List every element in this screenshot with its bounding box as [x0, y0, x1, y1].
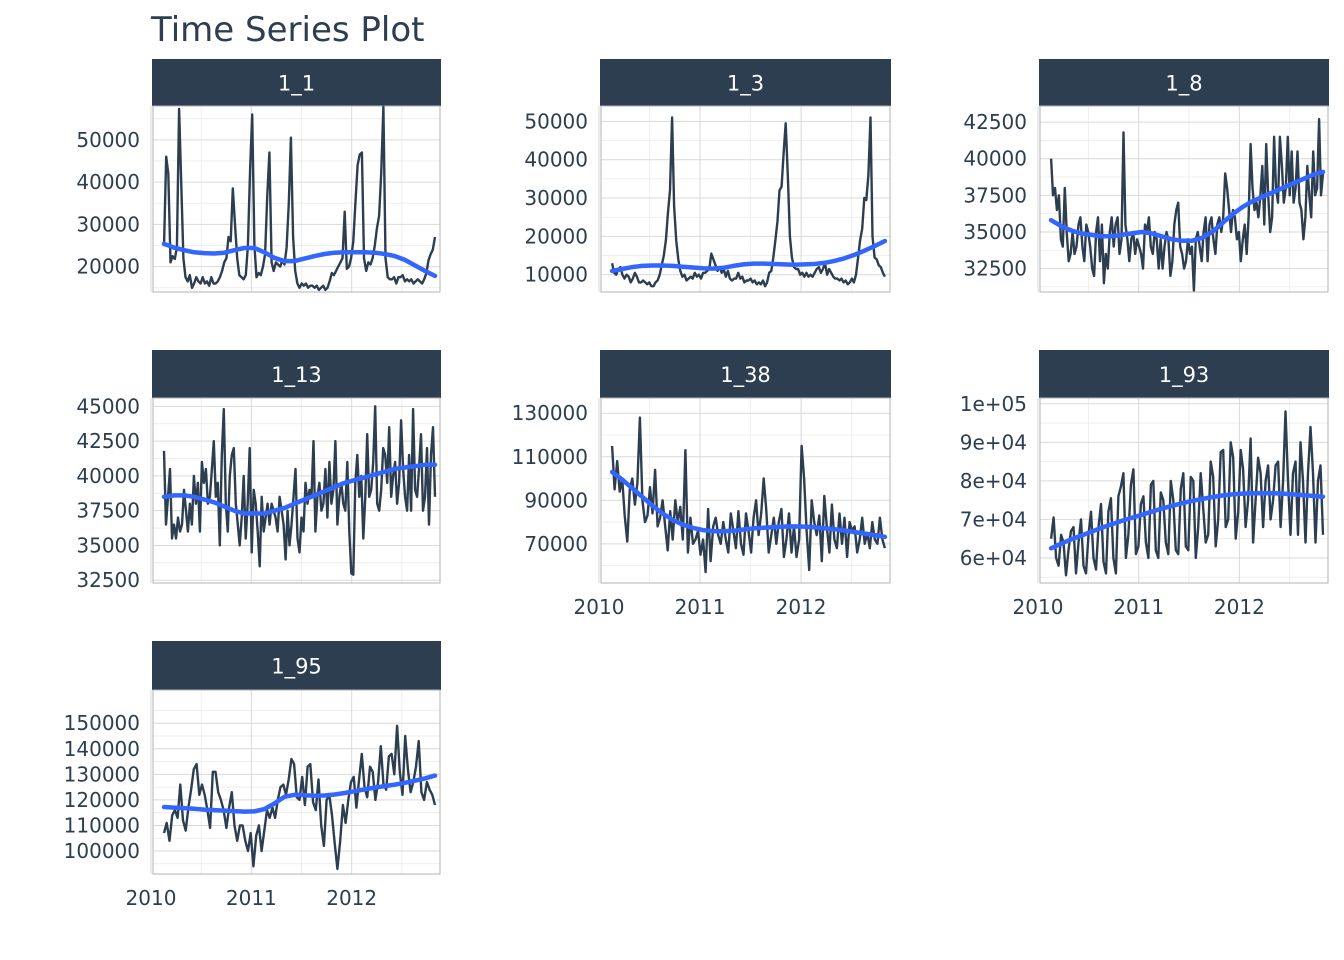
y-tick-label: 110000 — [512, 445, 588, 469]
y-tick-label: 9e+04 — [960, 430, 1027, 454]
y-tick-label: 45000 — [76, 394, 140, 418]
y-tick-label: 150000 — [64, 711, 140, 735]
facet-strip-label: 1_93 — [1159, 363, 1210, 388]
y-tick-label: 70000 — [524, 532, 588, 556]
y-tick-label: 6e+04 — [960, 546, 1027, 570]
y-tick-label: 7e+04 — [960, 507, 1027, 531]
y-tick-label: 37500 — [76, 499, 140, 523]
facet-strip-label: 1_95 — [271, 655, 322, 680]
observed-series-line — [1049, 410, 1325, 577]
y-tick-label: 130000 — [512, 401, 588, 425]
y-tick-label: 10000 — [524, 263, 588, 287]
facet-strip — [152, 59, 441, 106]
panel-border — [1039, 397, 1329, 584]
observed-series-line — [610, 116, 886, 288]
y-tick-label: 32500 — [963, 257, 1027, 281]
y-tick-label: 42500 — [76, 429, 140, 453]
x-tick-label: 2011 — [1113, 595, 1164, 619]
panel-border — [600, 105, 891, 293]
y-tick-label: 30000 — [524, 186, 588, 210]
facet-1_1: 1_1 20000 30000 40000 50000 — [76, 59, 441, 293]
panel-border — [152, 397, 441, 584]
smoothed-trend-line — [609, 238, 888, 274]
panel-border — [1039, 105, 1329, 293]
y-tick-label: 120000 — [64, 788, 140, 812]
facet-strip — [152, 641, 441, 690]
y-tick-label: 50000 — [524, 109, 588, 133]
y-tick-label: 50000 — [76, 128, 140, 152]
y-tick-label: 1e+05 — [960, 392, 1027, 416]
y-tick-label: 37500 — [963, 183, 1027, 207]
y-tick-label: 140000 — [64, 737, 140, 761]
y-tick-label: 40000 — [76, 464, 140, 488]
facet-1_3: 1_3 10000 20000 30000 40000 50000 — [524, 59, 891, 293]
x-tick-label: 2012 — [326, 886, 377, 910]
facet-strip — [600, 59, 891, 106]
y-tick-label: 35000 — [963, 220, 1027, 244]
facet-strip — [600, 350, 891, 398]
facet-strip-label: 1_13 — [271, 363, 322, 388]
y-tick-label: 42500 — [963, 110, 1027, 134]
smoothed-trend-line — [161, 241, 438, 279]
y-tick-label: 32500 — [76, 568, 140, 592]
facet-strip-label: 1_1 — [278, 72, 315, 97]
smoothed-trend-line — [609, 469, 888, 540]
y-tick-label: 110000 — [64, 813, 140, 837]
y-tick-label: 35000 — [76, 533, 140, 557]
panel-border — [152, 689, 441, 875]
x-tick-label: 2011 — [675, 595, 726, 619]
facet-strip-label: 1_8 — [1165, 72, 1202, 97]
y-tick-label: 100000 — [64, 839, 140, 863]
chart-title: Time Series Plot — [151, 10, 425, 50]
facet-strip — [1039, 59, 1329, 106]
facet-1_13: 1_13 32500 35000 37500 40000 42500 45000 — [76, 350, 441, 592]
panel-border — [152, 105, 441, 293]
x-tick-label: 2012 — [1214, 595, 1265, 619]
facet-strip — [1039, 350, 1329, 398]
y-tick-label: 20000 — [76, 255, 140, 279]
y-tick-label: 40000 — [963, 147, 1027, 171]
panel-border — [600, 397, 891, 584]
facet-1_8: 1_8 32500 35000 37500 40000 42500 — [963, 59, 1329, 293]
observed-series-line — [162, 405, 437, 576]
observed-series-line — [162, 105, 437, 292]
y-tick-label: 40000 — [76, 170, 140, 194]
y-tick-label: 30000 — [76, 212, 140, 236]
smoothed-trend-line — [1048, 169, 1326, 243]
y-tick-label: 8e+04 — [960, 469, 1027, 493]
observed-series-line — [162, 724, 437, 871]
x-tick-label: 2010 — [1013, 595, 1064, 619]
x-tick-label: 2012 — [776, 595, 827, 619]
observed-series-line — [610, 416, 887, 574]
observed-series-line — [1049, 117, 1325, 292]
facet-strip — [152, 350, 441, 398]
smoothed-trend-line — [161, 462, 438, 516]
facet-1_93: 1_93 6e+04 7e+04 8e+04 9e+04 1e+05 2010 2011 201… — [960, 350, 1329, 619]
facet-1_38: 1_38 70000 90000 110000 130000 2010 2011 2012 — [512, 350, 891, 619]
x-tick-label: 2011 — [226, 886, 277, 910]
facet-strip-label: 1_3 — [727, 72, 764, 97]
x-tick-label: 2010 — [126, 886, 177, 910]
y-tick-label: 40000 — [524, 148, 588, 172]
y-tick-label: 130000 — [64, 762, 140, 786]
smoothed-trend-line — [161, 773, 438, 814]
x-tick-label: 2010 — [574, 595, 625, 619]
facet-1_95: 1_95 100000110000120000130000140000150000… — [64, 641, 441, 910]
y-tick-label: 90000 — [524, 488, 588, 512]
facet-strip-label: 1_38 — [720, 363, 771, 388]
y-tick-label: 20000 — [524, 224, 588, 248]
smoothed-trend-line — [1048, 490, 1326, 551]
